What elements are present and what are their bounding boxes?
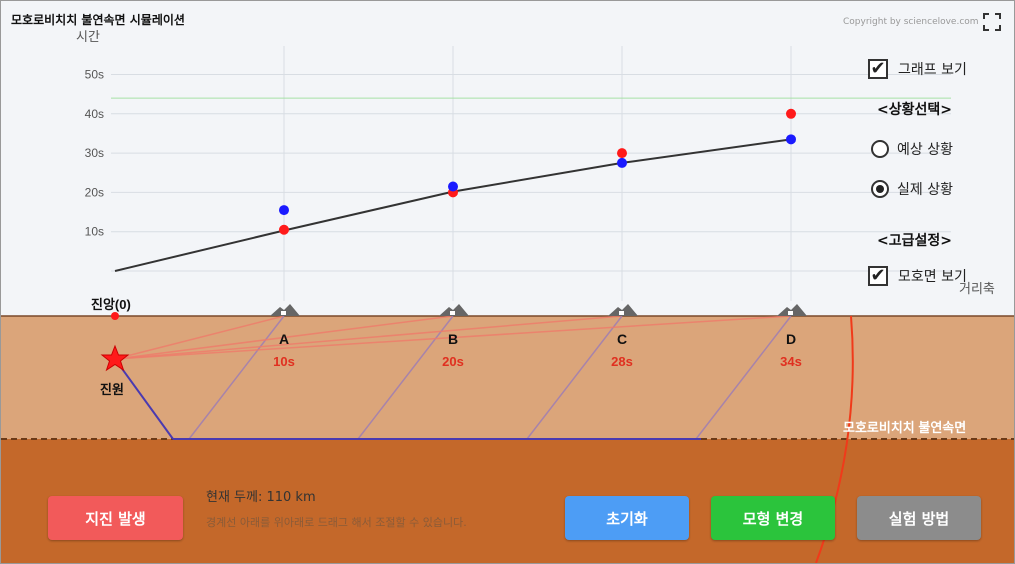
seismometer-icon [777,304,807,316]
show-moho-checkbox[interactable]: ✔ 모호면 보기 [868,266,967,286]
quake-button[interactable]: 지진 발생 [48,496,183,540]
crust-layer [1,316,1014,439]
y-tick-label: 30s [85,146,104,160]
y-axis-label: 시간 [76,29,100,44]
advanced-heading: <고급설정> [877,233,952,249]
refracted-ray [695,315,792,440]
station-time: 20s [442,354,464,369]
focus-label: 진원 [100,382,124,397]
show-graph-checkbox[interactable]: ✔ 그래프 보기 [868,59,967,79]
reset-button[interactable]: 초기화 [565,496,689,540]
moho-label: 모호로비치치 불연속면 [843,420,966,435]
station-time: 28s [611,354,633,369]
y-tick-label: 50s [85,68,104,82]
seismometer-window [788,311,793,315]
direct-ray [114,315,454,360]
refracted-ray [526,315,623,440]
observed-point [786,108,796,119]
seismometer-icon [270,304,300,316]
thickness-label: 현재 두께: 110 km [206,490,316,505]
drag-hint: 경계선 아래를 위아래로 드래그 해서 조절할 수 있습니다. [206,516,467,529]
expected-point [279,205,289,216]
station-name: B [448,331,458,347]
station-time: 34s [780,354,802,369]
downgoing-ray [114,358,174,440]
expected-point [617,157,627,168]
x-axis-label: 거리축 [959,281,995,296]
seismometer-window [281,311,286,315]
y-tick-label: 20s [85,185,104,199]
refracted-ray [357,315,454,440]
station-name: A [279,331,289,347]
fullscreen-icon[interactable] [983,13,1001,31]
copyright-text: Copyright by sciencelove.com [843,17,979,27]
radio-actual[interactable]: 실제 상황 [871,179,953,199]
show-moho-label: 모호면 보기 [898,269,967,285]
epicenter-label: 진앙(0) [91,297,131,312]
expected-point [448,181,458,192]
seismometer-window [450,311,455,315]
station-name: D [786,331,796,347]
situation-heading: <상황선택> [877,102,952,118]
expected-point [786,134,796,145]
app-title: 모호로비치치 불연속면 시뮬레이션 [11,13,185,27]
epicenter-dot [111,312,119,320]
radio-expected-label: 예상 상황 [897,142,953,158]
y-tick-label: 40s [85,107,104,121]
seismometer-icon [439,304,469,316]
seismometer-window [619,311,624,315]
checkbox-box[interactable]: ✔ [868,59,888,79]
refracted-ray [188,315,285,440]
y-tick-label: 10s [85,225,104,239]
observed-point [617,148,627,159]
seismometer-icon [608,304,638,316]
radio-button[interactable] [871,180,889,198]
direct-ray [114,315,285,360]
radio-expected[interactable]: 예상 상황 [871,139,953,159]
star-icon[interactable] [100,344,130,372]
station-name: C [617,331,627,347]
howto-button[interactable]: 실험 방법 [857,496,981,540]
radio-actual-label: 실제 상황 [897,182,953,198]
change-model-button[interactable]: 모형 변경 [711,496,835,540]
radio-button[interactable] [871,140,889,158]
direct-ray [114,315,623,360]
checkbox-box[interactable]: ✔ [868,266,888,286]
show-graph-label: 그래프 보기 [898,62,967,78]
direct-ray [114,315,792,360]
observed-point [279,224,289,235]
station-time: 10s [273,354,295,369]
